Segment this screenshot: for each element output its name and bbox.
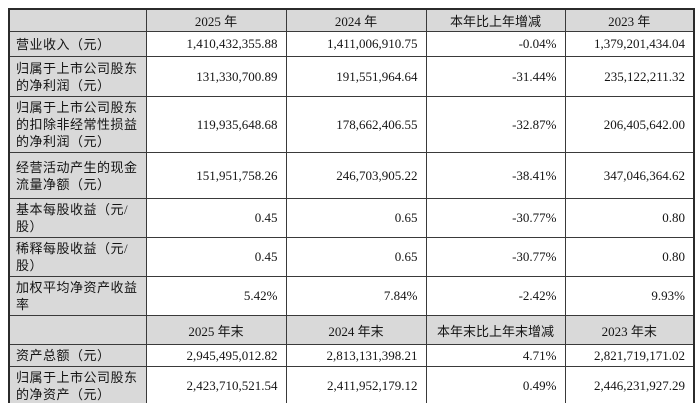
value-cell: -2.42% <box>425 276 566 316</box>
header-blank-cell <box>8 315 147 345</box>
value-cell: -30.77% <box>425 198 566 238</box>
table-row-diluted-eps: 稀释每股收益（元/股） 0.45 0.65 -30.77% 0.80 <box>8 237 695 277</box>
table-row-net-profit-excl-nonrecurring: 归属于上市公司股东的扣除非经常性损益的净利润（元） 119,935,648.68… <box>8 96 695 153</box>
row-label-basic-eps: 基本每股收益（元/股） <box>8 198 147 238</box>
row-label-net-profit: 归属于上市公司股东的净利润（元） <box>8 56 147 97</box>
value-cell: 1,410,432,355.88 <box>145 31 287 57</box>
header-2023: 2023 年 <box>564 8 695 32</box>
value-cell: 0.65 <box>285 237 427 277</box>
table-row-total-assets: 资产总额（元） 2,945,495,012.82 2,813,131,398.2… <box>8 344 695 367</box>
table-row-net-profit: 归属于上市公司股东的净利润（元） 131,330,700.89 191,551,… <box>8 56 695 97</box>
table-row-basic-eps: 基本每股收益（元/股） 0.45 0.65 -30.77% 0.80 <box>8 198 695 238</box>
financial-summary-table: 2025 年 2024 年 本年比上年增减 2023 年 营业收入（元） 1,4… <box>8 8 695 403</box>
row-label-revenue: 营业收入（元） <box>8 31 147 57</box>
value-cell: 2,821,719,171.02 <box>564 344 695 367</box>
value-cell: -38.41% <box>425 152 566 199</box>
value-cell: 0.49% <box>425 366 566 403</box>
table-row-weighted-avg-roe: 加权平均净资产收益率 5.42% 7.84% -2.42% 9.93% <box>8 276 695 316</box>
value-cell: 0.80 <box>564 198 695 238</box>
row-label-net-profit-excl-nonrecurring: 归属于上市公司股东的扣除非经常性损益的净利润（元） <box>8 96 147 153</box>
header-2025: 2025 年 <box>145 8 287 32</box>
value-cell: 2,446,231,927.29 <box>564 366 695 403</box>
header-yoy-end-change: 本年末比上年末增减 <box>425 315 566 345</box>
row-label-net-assets: 归属于上市公司股东的净资产（元） <box>8 366 147 403</box>
value-cell: 2,945,495,012.82 <box>145 344 287 367</box>
value-cell: 131,330,700.89 <box>145 56 287 97</box>
value-cell: 1,379,201,434.04 <box>564 31 695 57</box>
value-cell: 0.65 <box>285 198 427 238</box>
value-cell: -31.44% <box>425 56 566 97</box>
header-2025-end: 2025 年末 <box>145 315 287 345</box>
value-cell: 2,411,952,179.12 <box>285 366 427 403</box>
header-2024: 2024 年 <box>285 8 427 32</box>
value-cell: 206,405,642.00 <box>564 96 695 153</box>
value-cell: 246,703,905.22 <box>285 152 427 199</box>
row-label-diluted-eps: 稀释每股收益（元/股） <box>8 237 147 277</box>
value-cell: -32.87% <box>425 96 566 153</box>
header-2023-end: 2023 年末 <box>564 315 695 345</box>
section2-header-row: 2025 年末 2024 年末 本年末比上年末增减 2023 年末 <box>8 315 695 345</box>
table-row-operating-cash-flow: 经营活动产生的现金流量净额（元） 151,951,758.26 246,703,… <box>8 152 695 199</box>
value-cell: 178,662,406.55 <box>285 96 427 153</box>
value-cell: 235,122,211.32 <box>564 56 695 97</box>
row-label-total-assets: 资产总额（元） <box>8 344 147 367</box>
value-cell: 0.45 <box>145 237 287 277</box>
value-cell: -0.04% <box>425 31 566 57</box>
header-2024-end: 2024 年末 <box>285 315 427 345</box>
value-cell: 119,935,648.68 <box>145 96 287 153</box>
header-blank-cell <box>8 8 147 32</box>
value-cell: 7.84% <box>285 276 427 316</box>
value-cell: 347,046,364.62 <box>564 152 695 199</box>
value-cell: -30.77% <box>425 237 566 277</box>
header-yoy-change: 本年比上年增减 <box>425 8 566 32</box>
section1-header-row: 2025 年 2024 年 本年比上年增减 2023 年 <box>8 8 695 32</box>
table-row-revenue: 营业收入（元） 1,410,432,355.88 1,411,006,910.7… <box>8 31 695 57</box>
value-cell: 191,551,964.64 <box>285 56 427 97</box>
value-cell: 5.42% <box>145 276 287 316</box>
value-cell: 2,813,131,398.21 <box>285 344 427 367</box>
table-row-net-assets: 归属于上市公司股东的净资产（元） 2,423,710,521.54 2,411,… <box>8 366 695 403</box>
value-cell: 0.45 <box>145 198 287 238</box>
row-label-weighted-avg-roe: 加权平均净资产收益率 <box>8 276 147 316</box>
value-cell: 151,951,758.26 <box>145 152 287 199</box>
row-label-operating-cash-flow: 经营活动产生的现金流量净额（元） <box>8 152 147 199</box>
value-cell: 0.80 <box>564 237 695 277</box>
value-cell: 2,423,710,521.54 <box>145 366 287 403</box>
value-cell: 1,411,006,910.75 <box>285 31 427 57</box>
value-cell: 9.93% <box>564 276 695 316</box>
value-cell: 4.71% <box>425 344 566 367</box>
